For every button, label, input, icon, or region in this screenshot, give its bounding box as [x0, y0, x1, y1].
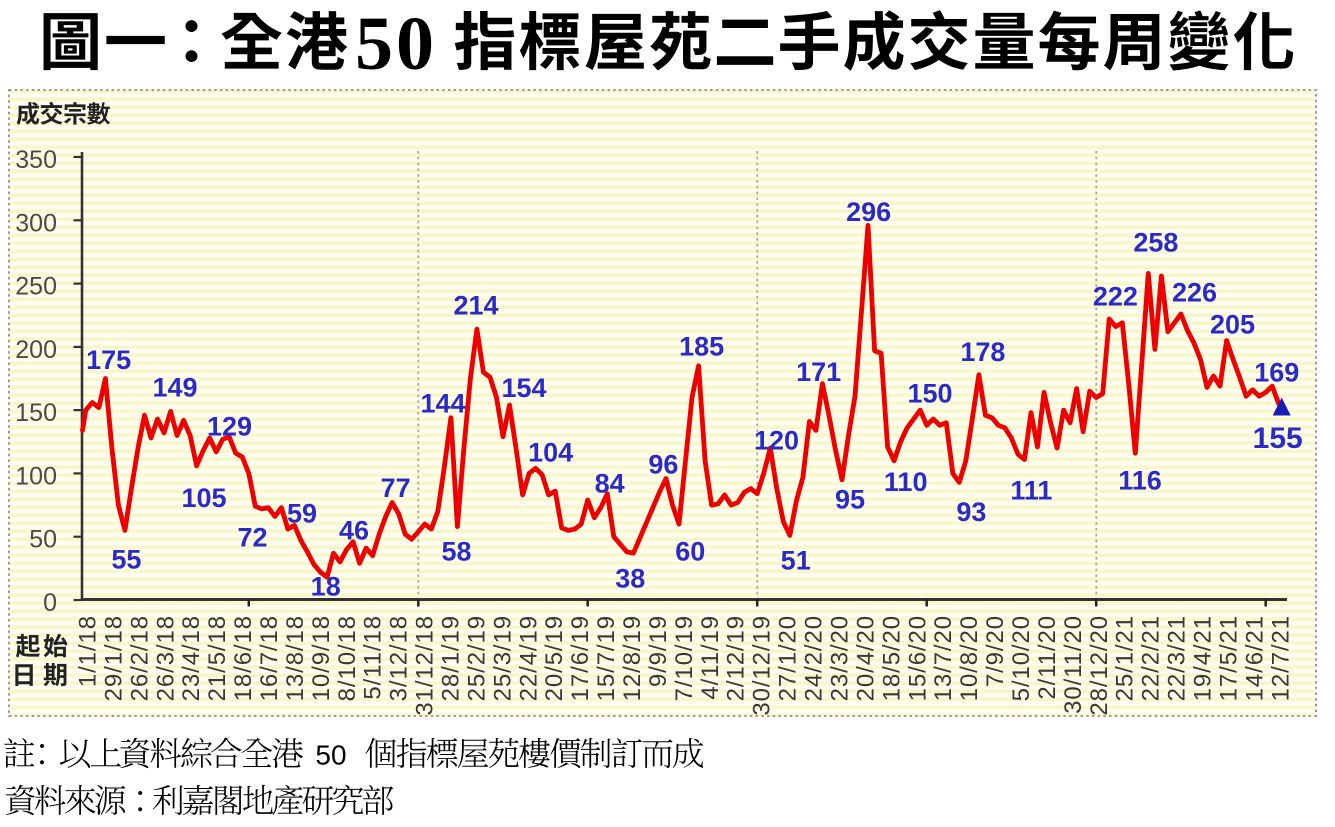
svg-text:72: 72	[237, 523, 267, 553]
svg-text:300: 300	[15, 209, 57, 237]
svg-text:15/6/20: 15/6/20	[904, 615, 931, 701]
svg-text:60: 60	[675, 537, 705, 567]
svg-text:30/12/19: 30/12/19	[749, 615, 776, 716]
svg-text:100: 100	[15, 462, 57, 490]
svg-text:104: 104	[528, 438, 573, 468]
svg-text:178: 178	[960, 337, 1005, 367]
svg-text:18: 18	[311, 572, 341, 602]
svg-text:14/6/21: 14/6/21	[1241, 615, 1268, 701]
svg-text:25/2/19: 25/2/19	[463, 615, 490, 701]
svg-text:59: 59	[287, 499, 317, 529]
svg-text:150: 150	[907, 379, 952, 409]
svg-text:22/4/19: 22/4/19	[515, 615, 542, 701]
svg-text:214: 214	[453, 291, 498, 321]
svg-text:200: 200	[15, 336, 57, 364]
svg-text:20/5/19: 20/5/19	[541, 615, 568, 701]
svg-text:93: 93	[956, 497, 986, 527]
svg-text:205: 205	[1210, 310, 1255, 340]
svg-text:144: 144	[420, 389, 465, 419]
svg-text:120: 120	[754, 426, 799, 456]
svg-text:154: 154	[501, 373, 546, 403]
svg-text:21/5/18: 21/5/18	[204, 615, 231, 701]
svg-text:226: 226	[1172, 277, 1217, 307]
svg-text:19/4/21: 19/4/21	[1190, 615, 1217, 701]
svg-text:29/1/18: 29/1/18	[100, 615, 127, 701]
svg-text:18/5/20: 18/5/20	[878, 615, 905, 701]
svg-text:51: 51	[781, 546, 811, 576]
svg-text:12/7/21: 12/7/21	[1267, 615, 1294, 701]
svg-text:25/1/21: 25/1/21	[1112, 615, 1139, 701]
svg-text:10/8/20: 10/8/20	[956, 615, 983, 701]
svg-text:18/6/18: 18/6/18	[230, 615, 257, 701]
svg-text:27/1/20: 27/1/20	[775, 615, 802, 701]
svg-text:258: 258	[1133, 227, 1178, 257]
svg-text:13/8/18: 13/8/18	[282, 615, 309, 701]
svg-text:20/4/20: 20/4/20	[852, 615, 879, 701]
svg-text:30/11/20: 30/11/20	[1060, 615, 1087, 714]
svg-text:50: 50	[315, 740, 346, 771]
svg-text:2/12/19: 2/12/19	[723, 615, 750, 701]
svg-text:46: 46	[339, 516, 369, 546]
svg-text:7/9/20: 7/9/20	[982, 615, 1009, 687]
svg-text:149: 149	[152, 373, 197, 403]
svg-text:8/10/18: 8/10/18	[334, 615, 361, 701]
svg-text:22/3/21: 22/3/21	[1164, 615, 1191, 701]
svg-text:55: 55	[111, 545, 141, 575]
svg-text:5/11/18: 5/11/18	[360, 615, 387, 700]
svg-text:250: 250	[15, 273, 57, 301]
svg-text:13/7/20: 13/7/20	[930, 615, 957, 701]
svg-text:15/7/19: 15/7/19	[593, 615, 620, 701]
svg-text:150: 150	[15, 399, 57, 427]
svg-text:26/2/18: 26/2/18	[126, 615, 153, 701]
svg-text:23/3/20: 23/3/20	[827, 615, 854, 701]
svg-text:2/11/20: 2/11/20	[1034, 615, 1061, 700]
svg-text:31/12/18: 31/12/18	[412, 615, 439, 716]
svg-text:58: 58	[441, 537, 471, 567]
svg-text:10/9/18: 10/9/18	[308, 615, 335, 701]
svg-text:28/12/20: 28/12/20	[1086, 615, 1113, 716]
svg-text:3/12/18: 3/12/18	[386, 615, 413, 701]
svg-text:84: 84	[595, 469, 625, 499]
svg-text:129: 129	[207, 412, 252, 442]
svg-text:17/5/21: 17/5/21	[1215, 615, 1242, 701]
svg-text:222: 222	[1093, 282, 1138, 312]
svg-text:110: 110	[884, 467, 928, 497]
svg-text:12/8/19: 12/8/19	[619, 615, 646, 701]
svg-text:350: 350	[15, 146, 57, 174]
svg-text:0: 0	[43, 589, 57, 617]
svg-text:38: 38	[615, 564, 645, 594]
svg-text:25/3/19: 25/3/19	[489, 615, 516, 701]
svg-text:7/10/19: 7/10/19	[671, 615, 698, 701]
svg-text:1/1/18: 1/1/18	[75, 615, 102, 687]
svg-text:116: 116	[1118, 466, 1162, 496]
svg-text:22/2/21: 22/2/21	[1138, 615, 1165, 701]
svg-text:175: 175	[86, 345, 131, 375]
svg-text:28/1/19: 28/1/19	[438, 615, 465, 701]
svg-text:95: 95	[835, 484, 865, 514]
svg-text:111: 111	[1010, 476, 1052, 506]
svg-text:5/10/20: 5/10/20	[1008, 615, 1035, 701]
svg-text:16/7/18: 16/7/18	[256, 615, 283, 701]
svg-text:185: 185	[679, 332, 724, 362]
svg-text:23/4/18: 23/4/18	[178, 615, 205, 701]
svg-text:296: 296	[846, 197, 891, 227]
svg-text:50: 50	[355, 2, 437, 86]
svg-text:50: 50	[29, 526, 57, 554]
svg-text:169: 169	[1254, 358, 1299, 388]
svg-text:4/11/19: 4/11/19	[697, 615, 724, 700]
svg-text:155: 155	[1253, 422, 1303, 455]
svg-text:9/9/19: 9/9/19	[645, 615, 672, 687]
svg-text:105: 105	[181, 483, 226, 513]
svg-text:77: 77	[381, 473, 411, 503]
svg-text:96: 96	[648, 450, 678, 480]
svg-text:26/3/18: 26/3/18	[152, 615, 179, 701]
svg-text:17/6/19: 17/6/19	[567, 615, 594, 701]
svg-text:171: 171	[796, 357, 841, 387]
svg-text:24/2/20: 24/2/20	[801, 615, 828, 701]
